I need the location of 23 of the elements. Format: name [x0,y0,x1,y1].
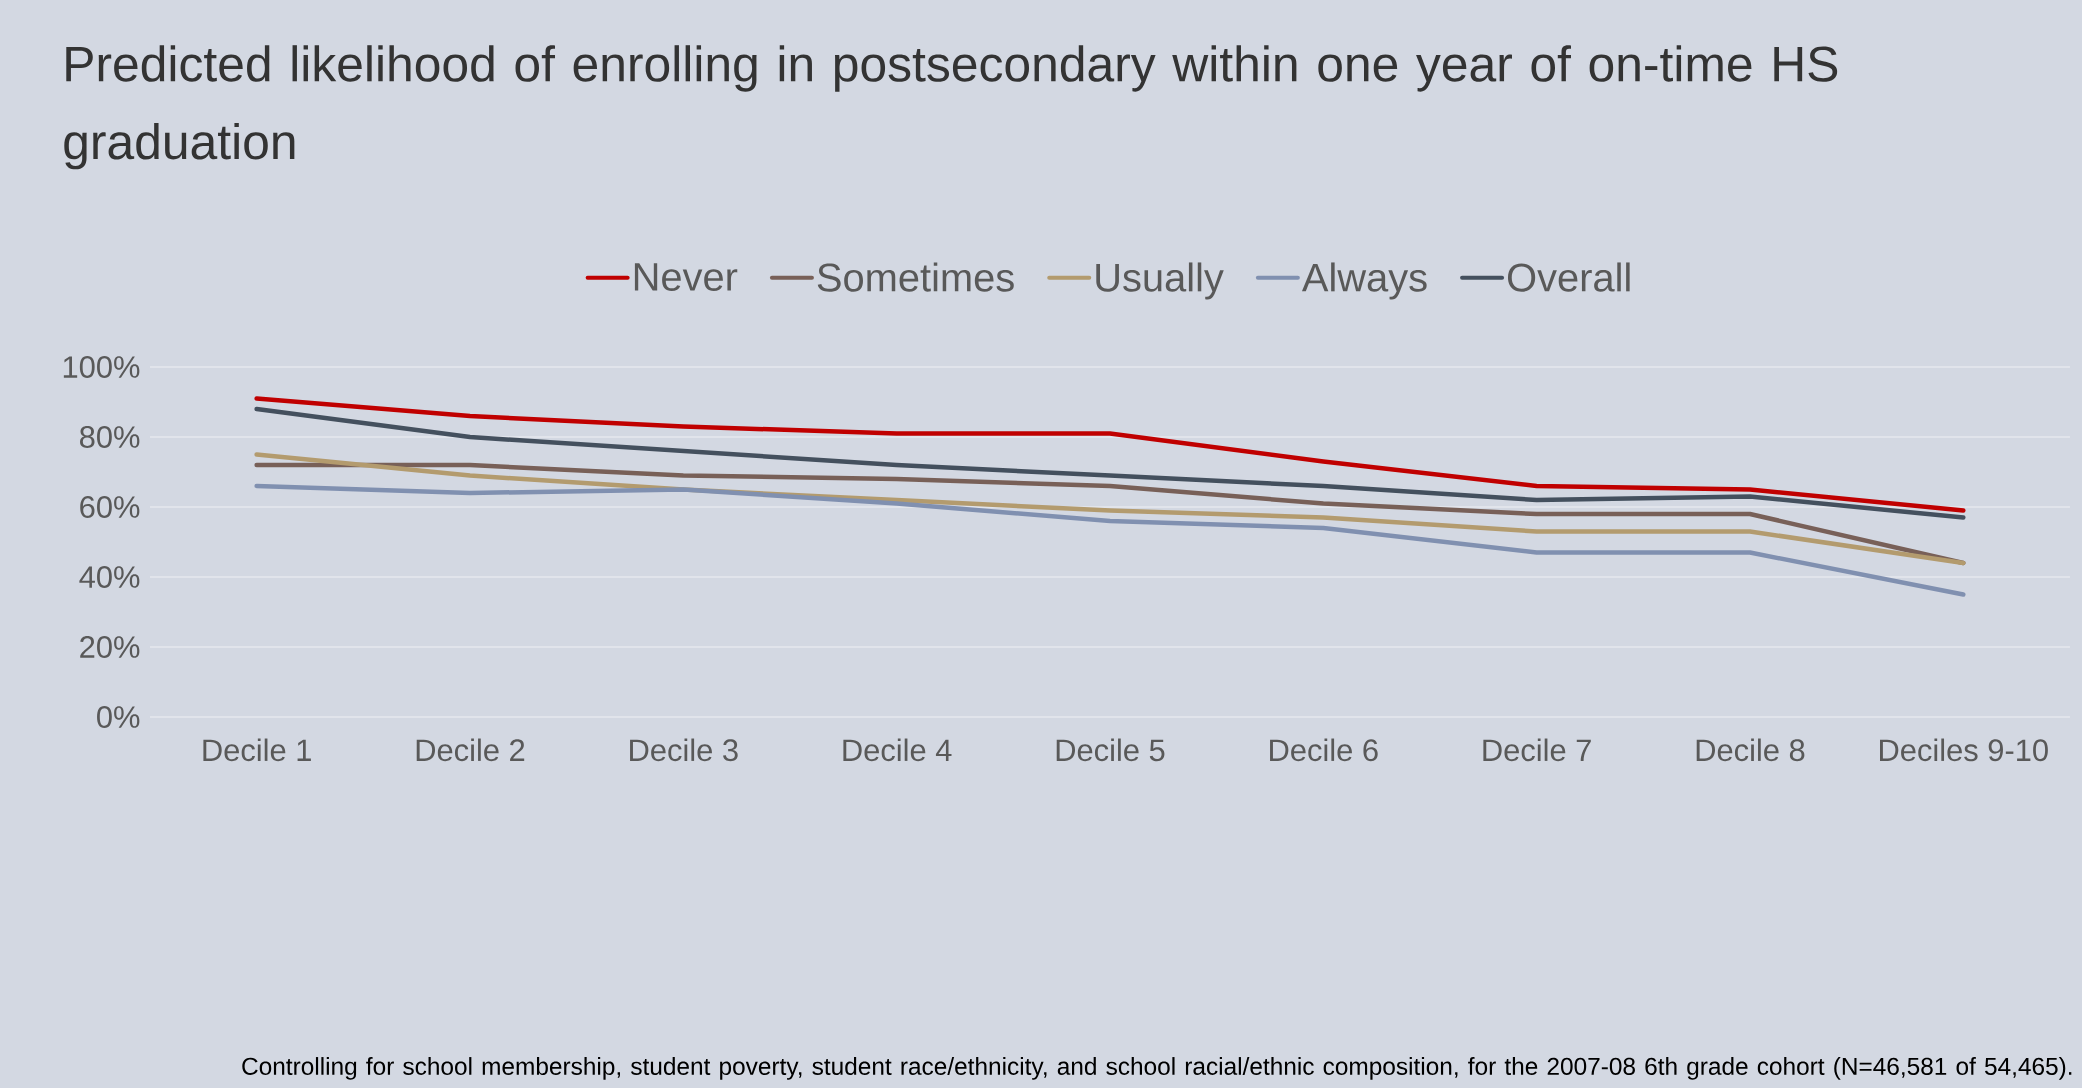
x-tick-label: Decile 2 [416,738,525,762]
y-tick-label: 0% [97,706,140,728]
y-tick-label: 80% [80,426,140,448]
legend-label: Overall [1507,262,1630,292]
x-tick-label: Decile 8 [1696,738,1805,762]
legend-label: Never [634,263,738,291]
x-tick-label: Decile 1 [203,738,311,762]
x-tick-label: Decile 7 [1483,738,1591,762]
text: Controlling for school membership, student poverty, student race/ethnicity, and school racial/ethnic composition, for the 2007-08 6th grade cohort (N=46,581 of 54,465). [242,1057,2072,1080]
x-tick-label: Deciles 9-10 [1880,738,2048,762]
y-tick-label: 20% [80,636,140,658]
y-tick-label: 100% [63,356,140,378]
chart-title: Predicted likelihood of enrolling in postsecondary within one year of on-time HS graduation [64,45,1838,170]
y-tick-label: 40% [79,566,140,588]
legend-label: Always [1301,262,1427,300]
legend-label: Sometimes [817,262,1014,292]
x-tick-label: Decile 4 [843,738,952,762]
line-series [254,483,1966,597]
y-tick-label: 60% [80,496,140,518]
x-tick-label: Decile 3 [630,738,738,762]
x-tick-label: Decile 6 [1270,738,1378,762]
legend-label: Usually [1096,262,1224,300]
x-tick-label: Decile 5 [1056,738,1165,762]
